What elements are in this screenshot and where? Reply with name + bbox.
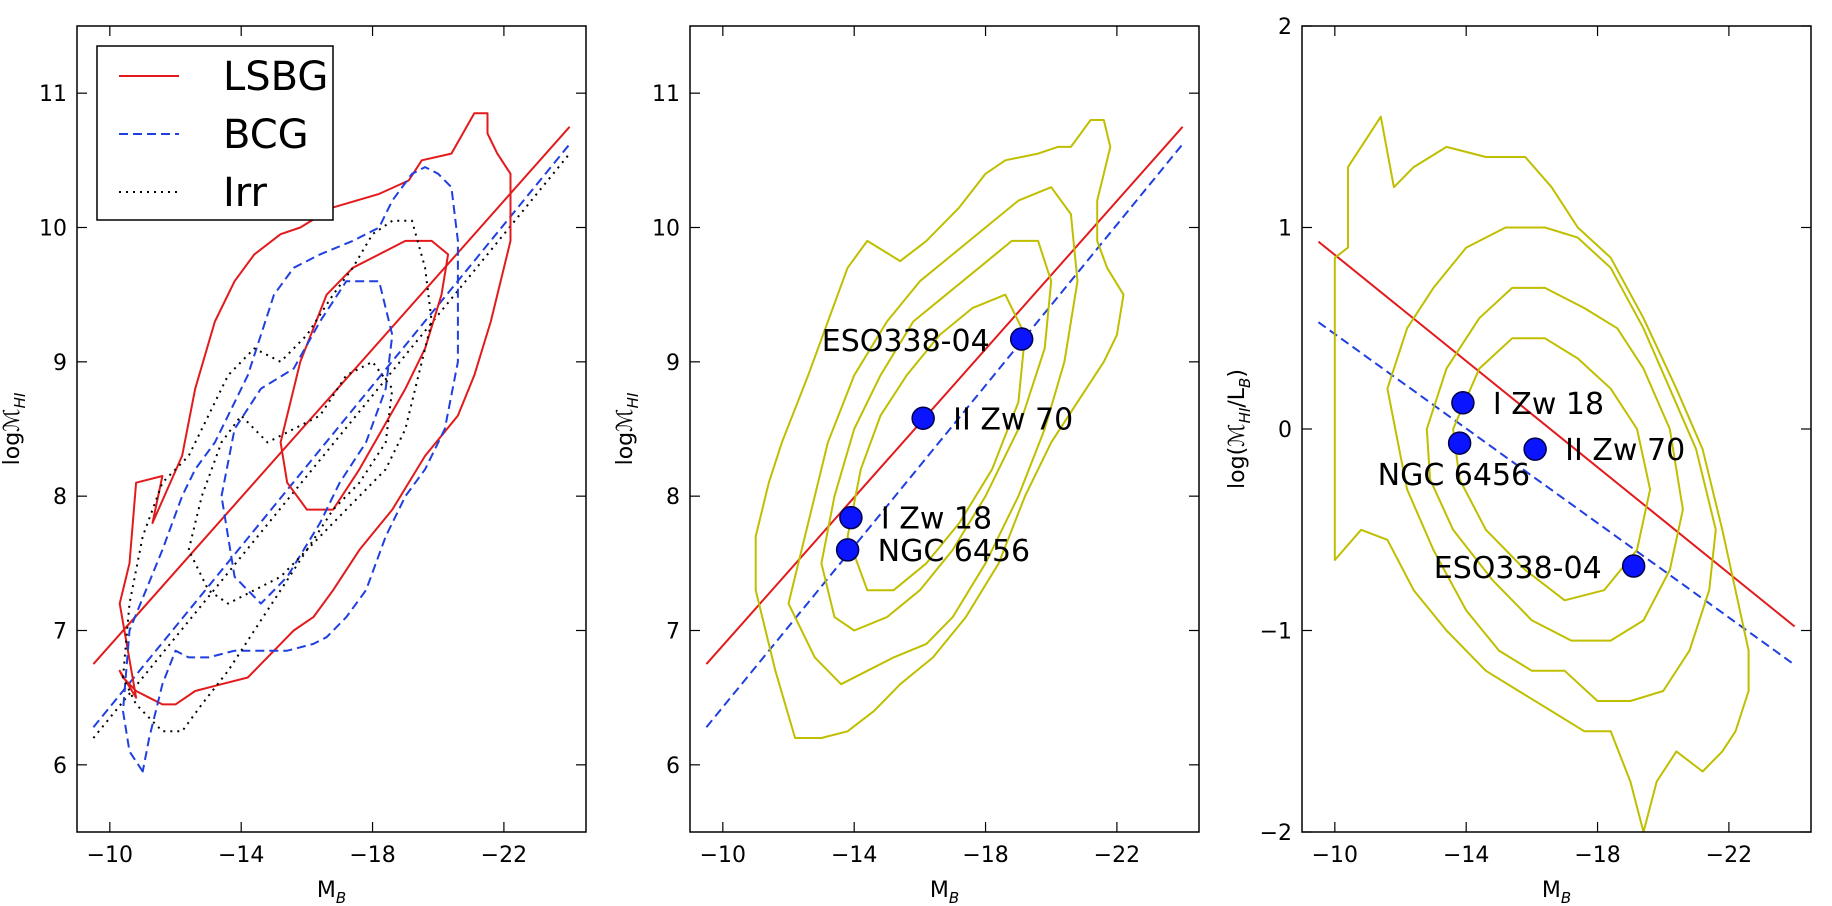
series-contour-level-1 <box>754 119 1125 739</box>
legend-label-bcg: BCG <box>223 112 309 158</box>
x-axis-label: MB <box>1542 878 1571 906</box>
galaxy-label: NGC 6456 <box>1378 458 1531 493</box>
y-tick-label: −1 <box>1260 620 1292 645</box>
x-axis-label: MB <box>930 878 959 906</box>
y-axis-label-main: log(ℳ <box>1225 423 1250 489</box>
y-axis-label-main: logℳ <box>0 408 25 465</box>
legend-label-irr: Irr <box>223 170 268 216</box>
galaxy-point <box>1451 391 1475 415</box>
y-tick-label: 0 <box>1278 418 1292 443</box>
x-axis-label-main: M <box>317 878 336 903</box>
y-axis-label-sub: HI <box>1236 407 1254 423</box>
galaxy-label: ESO338-04 <box>1434 551 1602 586</box>
galaxy-point <box>1621 554 1646 578</box>
y-axis-label-sub: HI <box>624 392 642 408</box>
axes-frame <box>689 25 1200 833</box>
x-axis-label-sub: B <box>1561 889 1571 906</box>
galaxy-point <box>1009 327 1034 351</box>
x-tick-label: −10 <box>87 843 133 868</box>
legend-label-lsbg: LSBG <box>223 54 328 100</box>
series-lsbg-fit <box>705 126 1184 665</box>
y-tick-label: 10 <box>652 217 680 242</box>
galaxy-label: ESO338-04 <box>822 324 990 359</box>
y-axis-label-sub2: B <box>1236 378 1254 388</box>
x-tick-label: −18 <box>1574 843 1620 868</box>
x-tick-label: −14 <box>218 843 264 868</box>
x-tick-label: −22 <box>1706 843 1752 868</box>
series-bcg-contour-inner <box>220 280 394 605</box>
series-lsbg-contour-inner <box>279 239 450 511</box>
series-bcg-fit <box>705 143 1184 728</box>
y-tick-label: 9 <box>666 351 680 376</box>
y-tick-label: 7 <box>53 620 67 645</box>
series-contour-level-2 <box>787 186 1079 686</box>
y-tick-label: 9 <box>53 351 67 376</box>
y-tick-label: 10 <box>39 217 67 242</box>
y-axis-label: logℳHI <box>613 392 642 465</box>
series-bcg-fit <box>1317 321 1796 666</box>
y-axis-label: log(ℳHI/LB) <box>1225 369 1254 489</box>
x-tick-label: −10 <box>1312 843 1358 868</box>
y-tick-label: 1 <box>1278 217 1292 242</box>
galaxy-point <box>1523 437 1547 461</box>
galaxy-label: II Zw 70 <box>953 402 1073 437</box>
x-tick-label: −22 <box>481 843 527 868</box>
plot-area <box>92 112 571 773</box>
x-axis-label-sub: B <box>949 889 959 906</box>
y-tick-label: 2 <box>1278 15 1292 40</box>
x-tick-label: −18 <box>962 843 1008 868</box>
y-tick-label: −2 <box>1260 821 1292 846</box>
galaxy-label: I Zw 18 <box>1493 387 1604 422</box>
y-tick-label: 6 <box>53 754 67 779</box>
y-tick-label: 6 <box>666 754 680 779</box>
series-lsbg-fit <box>92 126 571 665</box>
y-tick-label: 11 <box>39 82 67 107</box>
series-contour-level-1 <box>1333 115 1750 832</box>
series-contour-level-2 <box>1386 226 1717 702</box>
x-tick-label: −10 <box>700 843 746 868</box>
galaxy-point <box>839 505 863 530</box>
y-axis-label-mid: /L <box>1225 387 1250 407</box>
series-bcg-fit <box>92 143 571 728</box>
x-tick-label: −22 <box>1094 843 1140 868</box>
y-tick-label: 8 <box>666 485 680 510</box>
galaxy-point <box>1447 431 1472 455</box>
series-lsbg-fit <box>1317 240 1796 628</box>
series-contour-level-4 <box>1452 337 1652 602</box>
series-irr-contour-outer <box>122 219 433 733</box>
x-tick-label: −14 <box>1443 843 1489 868</box>
axes-frame <box>1301 25 1812 833</box>
y-tick-label: 8 <box>53 485 67 510</box>
y-axis-label-sub: HI <box>11 392 29 408</box>
y-tick-label: 11 <box>652 82 680 107</box>
series-irr-fit <box>92 152 571 739</box>
galaxy-label: I Zw 18 <box>881 502 992 537</box>
series-contour-level-3 <box>820 239 1053 632</box>
y-tick-label: 7 <box>666 620 680 645</box>
x-axis-label-main: M <box>930 878 949 903</box>
galaxy-point <box>835 538 860 562</box>
plot-area <box>1317 115 1796 832</box>
galaxy-label: NGC 6456 <box>878 534 1031 569</box>
x-axis-label: MB <box>317 878 346 906</box>
y-axis-label-end: ) <box>1225 369 1250 378</box>
axes-frame <box>76 25 587 833</box>
x-tick-label: −14 <box>831 843 877 868</box>
series-bcg-contour-outer <box>122 166 459 773</box>
series-lsbg-contour-outer <box>118 112 512 706</box>
x-axis-label-main: M <box>1542 878 1561 903</box>
y-axis-label-main: logℳ <box>613 408 638 465</box>
series-contour-level-3 <box>1425 286 1684 642</box>
x-axis-label-sub: B <box>336 889 346 906</box>
y-axis-label: logℳHI <box>0 392 29 465</box>
x-tick-label: −18 <box>349 843 395 868</box>
plot-area <box>705 119 1184 739</box>
galaxy-label: II Zw 70 <box>1565 433 1685 468</box>
legend: LSBG BCG Irr <box>96 45 334 221</box>
galaxy-point <box>911 406 935 431</box>
